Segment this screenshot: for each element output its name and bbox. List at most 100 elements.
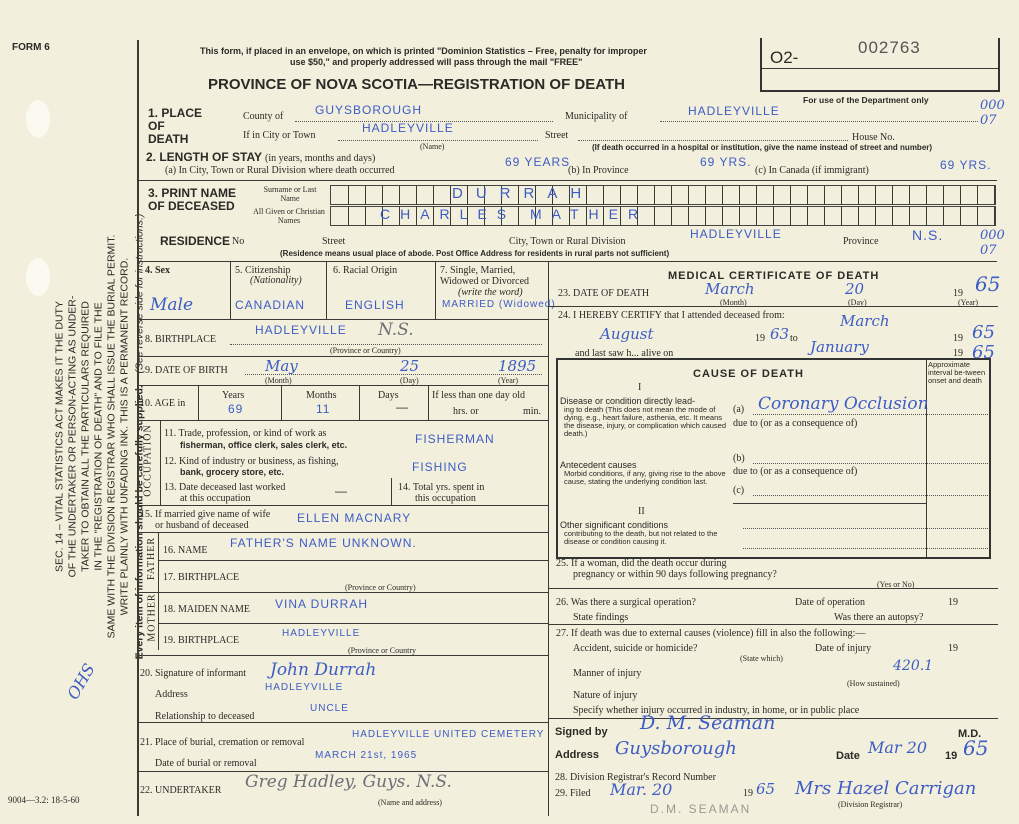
years-label: Years: [222, 390, 245, 401]
father-birthplace-label: 17. BIRTHPLACE: [163, 572, 240, 583]
margin-code: 000 07: [980, 228, 1005, 258]
mother-name-label: 18. MAIDEN NAME: [163, 604, 250, 615]
days-label: Days: [378, 390, 399, 401]
letter-box-divider: [450, 186, 451, 204]
marital-hint: (write the word): [458, 287, 523, 298]
residence-city-value: HADLEYVILLE: [690, 227, 782, 241]
state-which-hint: (State which): [740, 654, 783, 663]
dob-day: 25: [400, 357, 420, 375]
letter-box-divider: [518, 186, 519, 204]
burial-date-label: Date of burial or removal: [155, 758, 257, 769]
registration-number-box: O2- 002763: [760, 38, 1000, 92]
burial-place-label: 21. Place of burial, cremation or remova…: [140, 737, 305, 748]
county-value: GUYSBOROUGH: [315, 103, 423, 117]
letter-box-divider: [399, 207, 400, 225]
street-label: Street: [545, 130, 569, 141]
undertaker-label: 22. UNDERTAKER: [140, 785, 222, 796]
surname-boxes[interactable]: [330, 185, 996, 205]
due-to-label-2: due to (or as a consequence of): [733, 466, 858, 477]
letter-box-divider: [858, 186, 859, 204]
letter-box-divider: [943, 186, 944, 204]
letter-box-divider: [450, 207, 451, 225]
mother-birthplace-label: 19. BIRTHPLACE: [163, 635, 240, 646]
cause-c-label: (c): [733, 485, 745, 496]
letter-box-divider: [892, 207, 893, 225]
letter-box-divider: [535, 207, 536, 225]
letter-box-divider: [722, 186, 723, 204]
letter-box-divider: [467, 207, 468, 225]
signer-address-label: Address: [555, 749, 600, 761]
letter-box-divider: [416, 207, 417, 225]
filed-label: 29. Filed: [555, 788, 591, 799]
letter-box-divider: [773, 186, 774, 204]
notice-line: IN THE "REGISTRATION OF DEATH" AND TO FI…: [92, 302, 105, 571]
letter-box-divider: [688, 186, 689, 204]
cause-a-value: Coronary Occlusion: [758, 394, 929, 414]
age-label: 10. AGE in: [140, 398, 186, 409]
margin-code: 000 07: [980, 98, 1005, 128]
house-no-label: House No.: [852, 132, 895, 143]
letter-box-divider: [518, 207, 519, 225]
due-to-label: due to (or as a consequence of): [733, 418, 858, 429]
print-name-label: 3. PRINT NAME OF DECEASED: [148, 186, 237, 213]
last-worked-label-2: at this occupation: [180, 493, 251, 504]
relationship-label: Relationship to deceased: [155, 711, 255, 722]
letter-box-divider: [994, 207, 995, 225]
letter-box-divider: [569, 207, 570, 225]
letter-box-divider: [620, 207, 621, 225]
filed-year: 65: [756, 780, 776, 798]
letter-box-divider: [705, 186, 706, 204]
letter-box-divider: [484, 207, 485, 225]
roman-one: I: [638, 382, 642, 393]
injury-year-prefix: 19: [948, 643, 958, 654]
letter-box-divider: [909, 207, 910, 225]
dob-label: 9. DATE OF BIRTH: [145, 365, 228, 376]
letter-box-divider: [399, 186, 400, 204]
father-name-value: FATHER'S NAME UNKNOWN.: [230, 536, 417, 550]
residence-no-label: No: [232, 236, 245, 247]
antecedent-desc: Morbid conditions, if any, giving rise t…: [564, 469, 726, 486]
residence-province-label: Province: [843, 236, 879, 247]
letter-box-divider: [484, 186, 485, 204]
letter-box-divider: [841, 186, 842, 204]
letter-box-divider: [807, 207, 808, 225]
filed-year-prefix: 19: [743, 788, 753, 799]
mail-notice-1: This form, if placed in an envelope, on …: [200, 46, 647, 56]
q25-label: 25. If a woman, did the death occur duri…: [556, 558, 727, 569]
letter-box-divider: [909, 186, 910, 204]
operation-date-label: Date of operation: [795, 597, 865, 608]
informant-signature: John Durrah: [270, 660, 377, 680]
attended-to: March: [840, 312, 890, 330]
registration-prefix: O2-: [770, 48, 799, 67]
statutory-notice: SEC. 14 – VITAL STATISTICS ACT MAKES IT …: [54, 197, 147, 677]
letter-box-divider: [348, 207, 349, 225]
letter-box-divider: [807, 186, 808, 204]
letter-box-divider: [586, 186, 587, 204]
notice-line: SEC. 14 – VITAL STATISTICS ACT MAKES IT …: [53, 301, 66, 572]
informant-address-label: Address: [155, 689, 188, 700]
other-conditions-label: Other significant conditions: [560, 520, 669, 530]
municipality-value: HADLEYVILLE: [688, 104, 780, 118]
given-names-boxes[interactable]: [330, 206, 996, 226]
municipality-label: Municipality of: [565, 111, 628, 122]
residence-city-label: City, Town or Rural Division: [509, 236, 626, 247]
stay-province-label: (b) In Province: [568, 165, 629, 176]
marital-value: MARRIED (Widowed): [442, 299, 556, 310]
notice-line: WRITE PLAINLY WITH UNFADING INK. THIS IS…: [118, 257, 131, 616]
attended-from: August: [600, 325, 654, 343]
month-hint: (Month): [720, 298, 747, 307]
letter-box-divider: [688, 207, 689, 225]
city-value: HADLEYVILLE: [362, 121, 454, 135]
letter-box-divider: [773, 207, 774, 225]
q26-label: 26. Was there a surgical operation?: [556, 597, 696, 608]
to-year-prefix: 19: [953, 333, 963, 344]
under-day-label: If less than one day old: [432, 390, 526, 401]
residence-note: (Residence means usual place of abode. P…: [280, 249, 670, 258]
print-code: 9004—3.2: 18-5-60: [8, 795, 80, 805]
manner-label: Manner of injury: [573, 668, 642, 679]
place-of-death-label: 1. PLACE OF DEATH: [148, 106, 203, 146]
direct-cause-label: Disease or condition directly lead-: [560, 396, 696, 406]
province-hint: (Province or Country): [330, 346, 401, 355]
min-label: min.: [523, 406, 542, 417]
last-worked-value: —: [335, 484, 348, 498]
